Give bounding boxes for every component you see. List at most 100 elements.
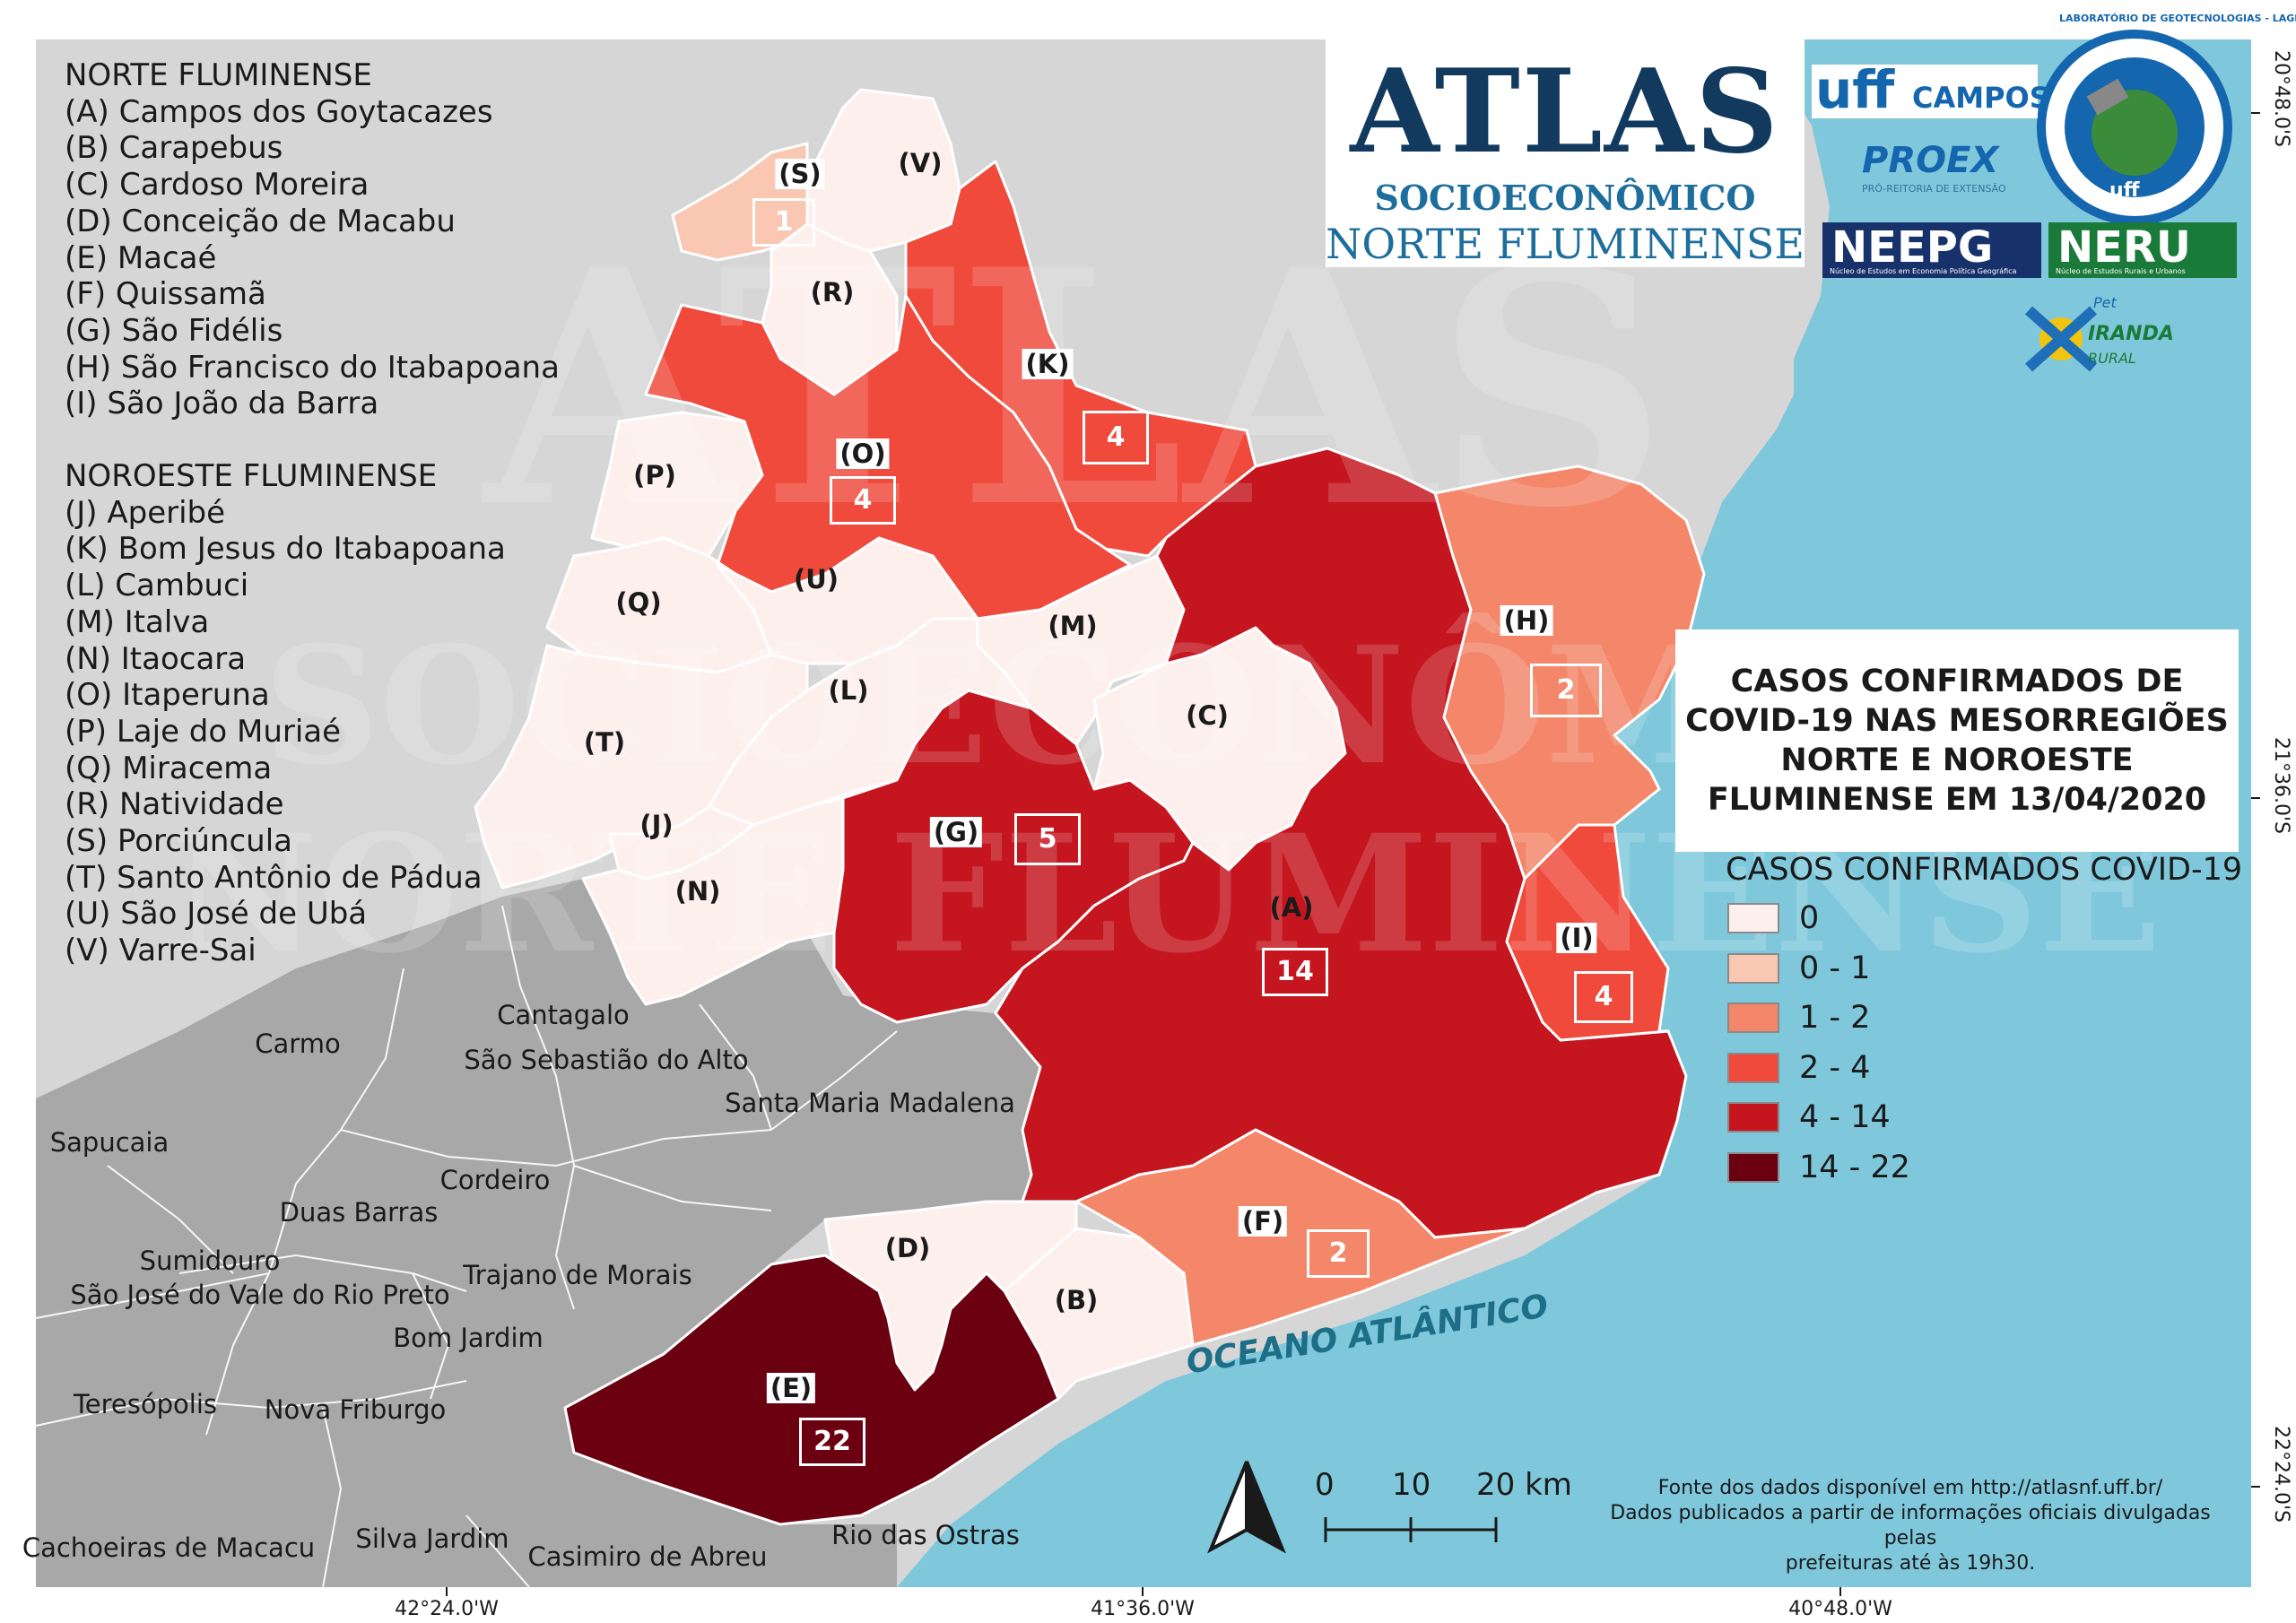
municipality-label-i: (I) [1556, 923, 1597, 953]
class-label: 0 [1799, 900, 1820, 936]
legend-item: (M) Italva [65, 603, 210, 640]
legend-item: (I) São João da Barra [65, 386, 379, 422]
class-swatch [1727, 1052, 1779, 1083]
municipality-label-p: (P) [633, 460, 676, 490]
neighbor-region-south [36, 879, 1040, 1587]
atlas-logo-title: ATLAS [1350, 45, 1780, 179]
class-label: 1 - 2 [1799, 1000, 1871, 1037]
case-count-s: 1 [752, 198, 815, 247]
case-count-o: 4 [830, 476, 896, 525]
neepg-logo-text: NEEPG [1831, 222, 1994, 273]
pet-logo-text: Pet [2093, 294, 2117, 311]
legend-item: (H) São Francisco do Itabapoana [65, 349, 560, 386]
lab-logo-text: LABORATÓRIO DE GEOTECNOLOGIAS - LAGEOT [2059, 13, 2296, 24]
proex-logo: PROEX PRÓ-REITORIA DE EXTENSÃO [1826, 140, 2041, 197]
neepg-logo-subtitle: Núcleo de Estudos em Economia Política G… [1830, 267, 2017, 275]
place-label: Trajano de Morais [463, 1260, 692, 1290]
case-count-i: 4 [1574, 971, 1633, 1023]
class-legend-row: 4 - 14 [1727, 1099, 1891, 1135]
class-label: 0 - 1 [1799, 950, 1871, 986]
class-swatch [1727, 1002, 1779, 1034]
legend-item: (A) Campos dos Goytacazes [65, 93, 493, 130]
place-label: Casimiro de Abreu [527, 1541, 768, 1572]
legend-item: (O) Itaperuna [65, 677, 270, 714]
place-label: São José do Vale do Rio Preto [70, 1280, 450, 1310]
municipality-label-a: (A) [1269, 892, 1314, 923]
ciranda-logo-icon [2025, 306, 2097, 372]
municipality-label-q: (Q) [615, 587, 662, 618]
class-legend-row: 1 - 2 [1727, 1000, 1870, 1036]
neighbor-borders [35, 905, 898, 1588]
scale-label: 10 [1392, 1467, 1431, 1503]
legend-heading-norte: NORTE FLUMINENSE [65, 57, 372, 93]
legend-item: (E) Macaé [65, 239, 217, 276]
place-label: Teresópolis [74, 1389, 217, 1419]
municipality-legend: NORTE FLUMINENSE (A) Campos dos Goytacaz… [65, 57, 560, 969]
place-label: Nova Friburgo [264, 1394, 447, 1425]
scale-label: 20 km [1476, 1467, 1572, 1503]
municipality-label-l: (L) [828, 675, 869, 706]
legend-item: (S) Porciúncula [65, 823, 293, 860]
case-count-a: 14 [1262, 948, 1328, 996]
municipality-label-d: (D) [884, 1233, 931, 1263]
coord-right-label: 22°24.0'S [2270, 1426, 2292, 1523]
coord-bottom-label: 40°48.0'W [1788, 1598, 1892, 1620]
class-swatch [1727, 1152, 1779, 1183]
class-swatch [1727, 952, 1779, 984]
legend-item: (B) Carapebus [65, 130, 283, 167]
municipality-label-s: (S) [775, 159, 825, 189]
legend-heading-noroeste: NOROESTE FLUMINENSE [65, 458, 438, 495]
legend-item: (P) Laje do Muriaé [65, 713, 342, 750]
municipality-label-k: (K) [1022, 349, 1074, 379]
coord-right-label: 21°36.0'S [2270, 737, 2292, 834]
legend-item: (F) Quissamã [65, 276, 266, 313]
north-arrow-icon [1207, 1461, 1286, 1554]
municipality-h [1433, 464, 1706, 881]
scale-bar [1324, 1517, 1498, 1542]
class-legend-row: 0 - 1 [1727, 950, 1870, 986]
case-count-g: 5 [1014, 813, 1081, 865]
municipality-label-o: (O) [836, 438, 890, 469]
uff-campos-logo: uff CAMPOS [1812, 59, 2050, 120]
legend-item: (D) Conceição de Macabu [65, 203, 456, 239]
coord-bottom-label: 41°36.0'W [1091, 1598, 1195, 1620]
lab-logo-uff: uff [2109, 179, 2140, 202]
neru-logo: NERU Núcleo de Estudos Rurais e Urbanos [2048, 222, 2237, 278]
place-label: Santa Maria Madalena [725, 1088, 1015, 1118]
legend-item: (N) Itaocara [65, 640, 247, 677]
place-label: Sumidouro [139, 1245, 281, 1276]
ciranda-logo-text: IRANDA [2088, 323, 2174, 345]
atlas-logo-region: NORTE FLUMINENSE [1326, 220, 1805, 268]
legend-item: (J) Aperibé [65, 494, 226, 531]
legend-item: (T) Santo Antônio de Pádua [65, 859, 483, 896]
legend-item: (Q) Miracema [65, 750, 273, 786]
class-legend-row: 0 [1727, 900, 1819, 936]
atlas-logo-subtitle: SOCIOECONÔMICO [1374, 178, 1756, 218]
municipality-label-c: (C) [1186, 700, 1229, 731]
place-label: Bom Jardim [393, 1323, 544, 1353]
class-label: 2 - 4 [1799, 1049, 1871, 1086]
legend-item: (V) Varre-Sai [65, 933, 257, 969]
municipality-label-r: (R) [810, 277, 855, 308]
rural-logo-text: RURAL [2088, 350, 2136, 367]
place-label: Cantagalo [497, 1000, 630, 1030]
class-label: 14 - 22 [1799, 1150, 1910, 1185]
class-swatch [1727, 1102, 1779, 1133]
legend-item: (C) Cardoso Moreira [65, 167, 370, 204]
place-label: Sapucaia [49, 1127, 170, 1158]
municipality-label-n: (N) [674, 876, 721, 907]
map-title-box: CASOS CONFIRMADOS DE COVID-19 NAS MESORR… [1675, 629, 2239, 852]
legend-item: (K) Bom Jesus do Itabapoana [65, 531, 506, 568]
case-count-e: 22 [799, 1418, 865, 1466]
scale-label: 0 [1315, 1467, 1335, 1503]
place-label: Duas Barras [279, 1197, 439, 1228]
place-label: Cordeiro [439, 1165, 551, 1195]
classes-legend-title: CASOS CONFIRMADOS COVID-19 [1726, 852, 2243, 888]
case-count-h: 2 [1530, 664, 1602, 717]
place-label: São Sebastião do Alto [464, 1045, 749, 1075]
neepg-logo: NEEPG Núcleo de Estudos em Economia Polí… [1822, 222, 2041, 278]
atlas-logo: ATLAS SOCIOECONÔMICO NORTE FLUMINENSE [1326, 38, 1805, 267]
coordinate-ticks [446, 112, 2260, 1596]
neru-logo-text: NERU [2057, 222, 2191, 273]
